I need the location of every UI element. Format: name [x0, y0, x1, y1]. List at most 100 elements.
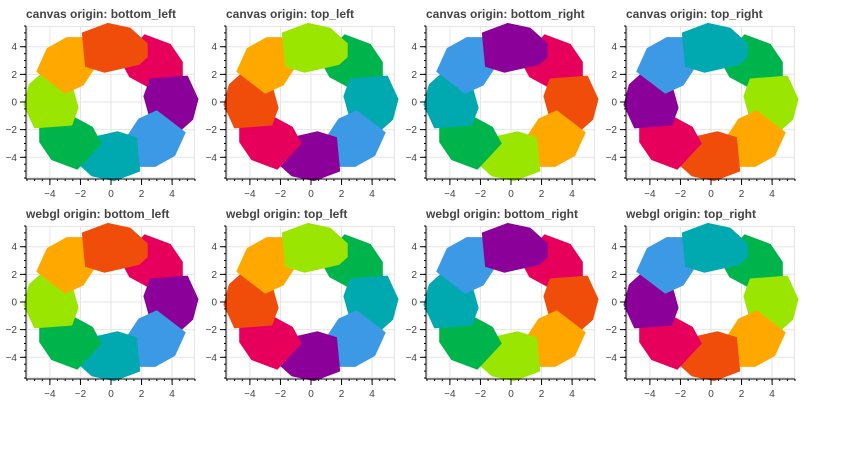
y-tick-label: 4 — [611, 242, 617, 253]
plot-area: −4 −2 0 2 4 −4 −2 0 2 4 — [206, 222, 399, 400]
x-tick-label: 4 — [569, 189, 575, 200]
x-tick-label: 4 — [569, 389, 575, 400]
y-tick-label: 4 — [11, 42, 17, 53]
plot-area: −4 −2 0 2 4 −4 −2 0 2 4 — [206, 22, 399, 200]
y-tick-label: −4 — [406, 353, 418, 364]
x-tick-label: 2 — [539, 189, 545, 200]
panel-title: webgl origin: bottom_left — [26, 207, 170, 221]
polygon-segment — [681, 22, 748, 73]
y-tick-label: 4 — [211, 42, 217, 53]
y-tick-label: 0 — [11, 98, 17, 109]
chart-panel: canvas origin: top_left −4 −2 0 2 4 −4 −2 0 2 4 — [200, 0, 400, 200]
plot-area: −4 −2 0 2 4 −4 −2 0 2 4 — [606, 22, 799, 200]
panel-title: webgl origin: top_right — [626, 207, 756, 221]
y-tick-label: 0 — [211, 298, 217, 309]
x-tick-label: −2 — [475, 389, 487, 400]
panel-title: canvas origin: top_right — [626, 7, 763, 21]
y-tick-label: −4 — [206, 153, 218, 164]
plot-area: −4 −2 0 2 4 −4 −2 0 2 4 — [406, 22, 599, 200]
y-tick-label: 4 — [611, 42, 617, 53]
y-tick-label: 2 — [211, 270, 217, 281]
x-tick-label: 4 — [369, 389, 375, 400]
x-tick-label: 0 — [308, 389, 314, 400]
y-tick-label: 4 — [411, 42, 417, 53]
y-tick-label: −2 — [206, 125, 218, 136]
y-tick-label: −2 — [406, 125, 418, 136]
chart-panel: canvas origin: top_right −4 −2 0 2 4 −4 −2 0 2 4 — [600, 0, 800, 200]
x-tick-label: 4 — [769, 189, 775, 200]
x-tick-label: 0 — [508, 389, 514, 400]
x-tick-label: 4 — [169, 389, 175, 400]
y-tick-label: 2 — [411, 70, 417, 81]
x-tick-label: −4 — [44, 189, 56, 200]
y-tick-label: −4 — [6, 353, 18, 364]
x-tick-label: 2 — [739, 189, 745, 200]
x-tick-label: −4 — [644, 389, 656, 400]
y-tick-label: −4 — [406, 153, 418, 164]
x-tick-label: −2 — [675, 389, 687, 400]
x-tick-label: 0 — [108, 189, 114, 200]
panel-title: canvas origin: bottom_right — [426, 7, 585, 21]
panel-title: webgl origin: bottom_right — [426, 207, 578, 221]
polygon-segment — [481, 222, 548, 273]
x-tick-label: 2 — [139, 389, 145, 400]
x-tick-label: 2 — [739, 389, 745, 400]
y-tick-label: 0 — [11, 298, 17, 309]
x-tick-label: 0 — [708, 189, 714, 200]
x-tick-label: −4 — [444, 189, 456, 200]
plot-area: −4 −2 0 2 4 −4 −2 0 2 4 — [406, 222, 599, 400]
y-tick-label: 4 — [211, 242, 217, 253]
polygon-segment — [81, 222, 148, 273]
x-tick-label: −4 — [244, 389, 256, 400]
x-tick-label: −2 — [675, 189, 687, 200]
polygon-segment — [281, 22, 348, 73]
plot-area: −4 −2 0 2 4 −4 −2 0 2 4 — [606, 222, 799, 400]
x-tick-label: −4 — [444, 389, 456, 400]
x-tick-label: 0 — [508, 189, 514, 200]
polygon-segment — [281, 222, 348, 273]
x-tick-label: −2 — [75, 389, 87, 400]
y-tick-label: 2 — [411, 270, 417, 281]
chart-panel: webgl origin: top_left −4 −2 0 2 4 −4 −2 0 2 4 — [200, 200, 400, 400]
y-tick-label: −4 — [6, 153, 18, 164]
chart-panel: webgl origin: bottom_left −4 −2 0 2 4 −4 −2 0 2 4 — [0, 200, 200, 400]
y-tick-label: 0 — [411, 98, 417, 109]
x-tick-label: 2 — [339, 189, 345, 200]
x-tick-label: −2 — [475, 189, 487, 200]
polygon-segment — [81, 22, 148, 73]
chart-panel: canvas origin: bottom_right −4 −2 0 2 4 −4 −2 0… — [400, 0, 600, 200]
y-tick-label: 0 — [211, 98, 217, 109]
polygon-segment — [681, 222, 748, 273]
plot-area: −4 −2 0 2 4 −4 −2 0 2 4 — [6, 222, 199, 400]
x-tick-label: −4 — [44, 389, 56, 400]
x-tick-label: 0 — [108, 389, 114, 400]
y-tick-label: 2 — [11, 270, 17, 281]
x-tick-label: 2 — [139, 189, 145, 200]
y-tick-label: −4 — [606, 153, 618, 164]
y-tick-label: −2 — [6, 325, 18, 336]
x-tick-label: −2 — [275, 189, 287, 200]
x-tick-label: 2 — [339, 389, 345, 400]
y-tick-label: −2 — [606, 125, 618, 136]
y-tick-label: −4 — [206, 353, 218, 364]
y-tick-label: −4 — [606, 353, 618, 364]
y-tick-label: 2 — [211, 70, 217, 81]
x-tick-label: 0 — [308, 189, 314, 200]
x-tick-label: 0 — [708, 389, 714, 400]
y-tick-label: 2 — [11, 70, 17, 81]
y-tick-label: 0 — [411, 298, 417, 309]
y-tick-label: 4 — [411, 242, 417, 253]
y-tick-label: −2 — [606, 325, 618, 336]
y-tick-label: 0 — [611, 98, 617, 109]
x-tick-label: −4 — [644, 189, 656, 200]
panel-title: canvas origin: top_left — [226, 7, 355, 21]
polygon-segment — [481, 22, 548, 73]
chart-panel: webgl origin: bottom_right −4 −2 0 2 4 −4 −2 0 2… — [400, 200, 600, 400]
y-tick-label: 4 — [11, 242, 17, 253]
x-tick-label: 4 — [369, 189, 375, 200]
chart-panel: webgl origin: top_right −4 −2 0 2 4 −4 −2 0 2 4 — [600, 200, 800, 400]
x-tick-label: −2 — [75, 189, 87, 200]
y-tick-label: 0 — [611, 298, 617, 309]
plot-area: −4 −2 0 2 4 −4 −2 0 2 4 — [6, 22, 199, 200]
